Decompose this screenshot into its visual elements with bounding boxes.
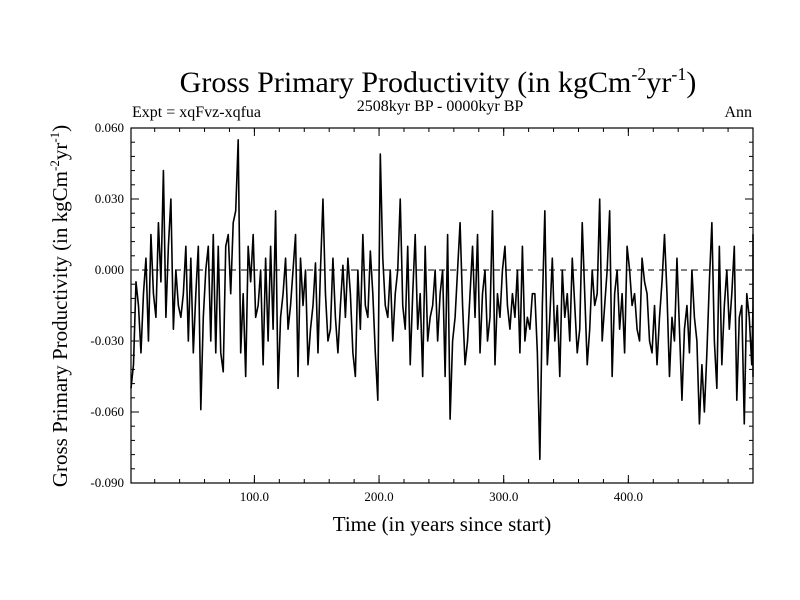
period-label: 2508kyr BP - 0000kyr BP: [357, 98, 524, 115]
y-tick-label: -0.060: [90, 404, 124, 419]
x-tick-label: 200.0: [364, 489, 393, 504]
y-axis-label: Gross Primary Productivity (in kgCm-2yr-…: [47, 125, 72, 487]
y-tick-label: 0.030: [95, 191, 124, 206]
series-layer: [130, 139, 754, 461]
y-tick-label: -0.030: [90, 333, 124, 348]
season-label: Ann: [724, 104, 752, 121]
y-tick-label: 0.060: [95, 120, 124, 135]
y-tick-label: -0.090: [90, 475, 124, 490]
experiment-label: Expt = xqFvz-xqfua: [132, 104, 261, 121]
plot-frame: [130, 127, 754, 484]
chart-title: Gross Primary Productivity (in kgCm-2yr-…: [180, 64, 697, 99]
x-tick-label: 100.0: [240, 489, 269, 504]
y-tick-label: 0.000: [95, 262, 124, 277]
x-axis-label: Time (in years since start): [333, 512, 552, 536]
series-line: [130, 139, 754, 461]
x-tick-label: 400.0: [614, 489, 643, 504]
tick-layer: 0.060 0.030 0.000 -0.030 -0.060 -0.090 100.0 20…: [90, 120, 753, 504]
x-tick-label: 300.0: [489, 489, 518, 504]
